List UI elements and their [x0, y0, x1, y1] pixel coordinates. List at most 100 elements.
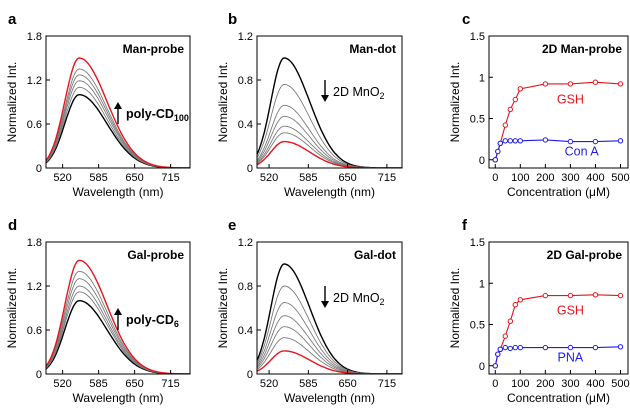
data-point — [497, 140, 503, 147]
y-axis-label: Normalized Int. — [448, 268, 462, 349]
panel-f: f GSH PNA 0 100 200 300 400 500 0 0.5 1 1.5 Concentra… — [448, 217, 630, 405]
x-tick-label: 585 — [89, 378, 107, 390]
y-axis-label: Normalized Int. — [5, 268, 19, 349]
data-point — [567, 81, 574, 87]
panel-d: d 520 585 650 715 0 0.6 1.2 1.8 Wavelength (nm) No… — [5, 217, 191, 405]
y-axis-label: Normalized Int. — [216, 268, 230, 349]
data-point — [502, 138, 508, 144]
spectrum-line — [257, 115, 402, 168]
x-tick-label: 500 — [611, 172, 629, 184]
y-axis-label: Normalized Int. — [216, 62, 230, 143]
spectrum-line — [257, 132, 402, 168]
data-point — [517, 138, 523, 144]
arrow-up-icon — [114, 308, 122, 315]
plot-area — [492, 79, 624, 163]
panel-annotation: 2D Man-probe — [542, 42, 622, 56]
arrow-label-sub: 6 — [174, 319, 179, 329]
x-tick-label: 520 — [260, 378, 278, 390]
panel-a: a 520 585 650 715 0 0.6 1.2 1.8 Wavelength (nm) No… — [5, 11, 191, 199]
spectrum-line — [257, 140, 402, 168]
data-point — [567, 344, 574, 351]
arrow-label-main: poly-CD — [126, 107, 174, 121]
arrow-label-main: 2D MnO — [333, 291, 380, 305]
data-point — [495, 351, 501, 357]
x-tick-label: 650 — [125, 378, 143, 390]
data-point — [507, 345, 513, 352]
y-axis-label: Normalized Int. — [448, 62, 462, 143]
y-tick-label: 1.5 — [470, 237, 485, 249]
y-tick-label: 1 — [479, 278, 485, 290]
arrow-label-main: 2D MnO — [333, 85, 380, 99]
series-label: GSH — [557, 93, 584, 107]
spectrum-line — [257, 263, 402, 374]
y-tick-label: 0 — [479, 361, 485, 373]
panel-c: c GSH Con A 0 100 200 300 400 500 0 0.5 1 1.5 Concent… — [448, 11, 630, 199]
data-point — [502, 122, 508, 128]
y-tick-label: 1.8 — [27, 31, 42, 43]
x-tick-label: 715 — [378, 378, 396, 390]
data-point — [542, 81, 549, 87]
data-point — [567, 138, 574, 145]
x-tick-label: 650 — [338, 378, 356, 390]
y-tick-label: 0 — [247, 369, 253, 381]
panel-letter: a — [8, 11, 17, 28]
y-tick-label: 1.2 — [238, 31, 253, 43]
panel-annotation: 2D Gal-probe — [547, 248, 623, 262]
panel-b: b 520 585 650 715 0 0.4 0.8 1.2 Wavelength (nm) No… — [216, 11, 403, 199]
panel-annotation: Gal-probe — [127, 248, 184, 262]
x-tick-label: 0 — [492, 378, 498, 390]
x-tick-label: 650 — [338, 172, 356, 184]
arrow-down-icon — [321, 95, 329, 102]
arrow-label-sub: 2 — [380, 297, 385, 307]
panel-e: e 520 585 650 715 0 0.4 0.8 1.2 Wavelength (nm) No… — [216, 217, 403, 405]
data-point — [517, 344, 523, 351]
y-tick-label: 1 — [479, 72, 485, 84]
y-tick-label: 0 — [479, 155, 485, 167]
y-tick-label: 0.5 — [470, 114, 485, 126]
data-point — [617, 138, 624, 144]
y-tick-label: 0 — [36, 369, 42, 381]
x-axis-label: Wavelength (nm) — [73, 185, 164, 199]
plot-frame — [45, 241, 191, 375]
y-tick-label: 0.8 — [238, 75, 253, 87]
x-tick-label: 100 — [511, 378, 529, 390]
data-point — [492, 157, 498, 163]
arrow-label: 2D MnO2 — [333, 291, 385, 307]
data-point — [507, 138, 513, 144]
plot-area — [257, 263, 402, 374]
data-point — [502, 333, 508, 339]
panel-annotation: Man-dot — [349, 42, 396, 56]
panel-letter: b — [228, 11, 237, 28]
x-tick-label: 200 — [536, 378, 554, 390]
arrow-label: poly-CD6 — [126, 313, 179, 329]
x-tick-label: 585 — [299, 172, 317, 184]
y-tick-label: 0.6 — [27, 325, 42, 337]
data-point — [617, 344, 624, 350]
data-point — [542, 344, 549, 351]
spectrum-line — [46, 259, 190, 374]
data-point — [542, 292, 549, 299]
x-tick-label: 300 — [561, 172, 579, 184]
arrow-label-sub: 2 — [380, 91, 385, 101]
y-tick-label: 1.2 — [238, 237, 253, 249]
x-tick-label: 520 — [53, 378, 71, 390]
plot-frame — [256, 35, 403, 169]
spectrum-line — [257, 315, 402, 374]
data-point — [517, 297, 523, 303]
data-point — [512, 344, 518, 351]
arrow-label: poly-CD100 — [126, 107, 189, 123]
spectrum-line — [46, 80, 190, 168]
arrow-up-icon — [114, 102, 122, 109]
arrow-label: 2D MnO2 — [333, 85, 385, 101]
y-tick-label: 0.4 — [238, 119, 253, 131]
plot-area — [257, 57, 402, 168]
data-point — [507, 318, 513, 324]
arrow-down-icon — [321, 301, 329, 308]
data-point — [507, 106, 513, 113]
data-point — [567, 292, 574, 299]
x-tick-label: 585 — [299, 378, 317, 390]
y-tick-label: 0 — [247, 163, 253, 175]
data-point — [617, 81, 624, 87]
x-tick-label: 520 — [53, 172, 71, 184]
x-axis-label: Concentration (μM) — [507, 391, 610, 405]
